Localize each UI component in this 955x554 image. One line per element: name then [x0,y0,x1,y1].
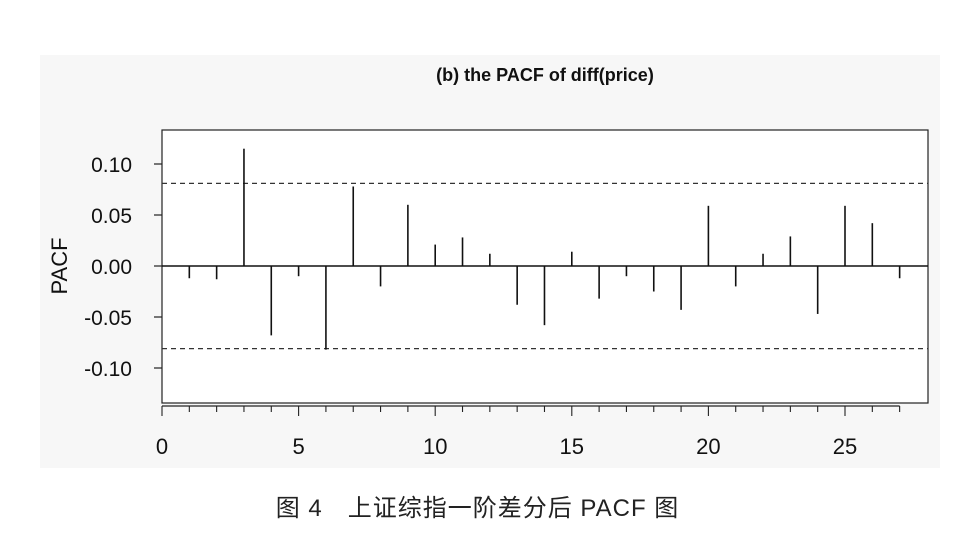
chart-title: (b) the PACF of diff(price) [436,65,654,85]
y-tick-label: 0.05 [91,205,132,228]
x-axis: 0 5 10 15 20 25 [156,405,901,459]
x-tick-label: 10 [423,434,447,459]
y-tick-label: -0.10 [84,358,132,381]
x-tick-label: 5 [292,434,304,459]
y-tick-label: -0.05 [84,307,132,330]
x-tick-label: 25 [833,434,857,459]
y-axis: 0.10 0.05 0.00 -0.05 -0.10 [84,154,162,381]
y-axis-label: PACF [47,237,72,294]
x-tick-label: 15 [560,434,584,459]
pacf-chart: (b) the PACF of diff(price) 0.10 0.05 0.00… [47,65,929,459]
x-tick-label: 20 [696,434,720,459]
y-tick-label: 0.00 [91,256,132,279]
y-tick-label: 0.10 [91,154,132,177]
figure-caption: 图 4 上证综指一阶差分后 PACF 图 [275,495,680,522]
pacf-bars [188,148,901,350]
confidence-bounds [162,182,928,350]
x-tick-label: 0 [156,434,168,459]
